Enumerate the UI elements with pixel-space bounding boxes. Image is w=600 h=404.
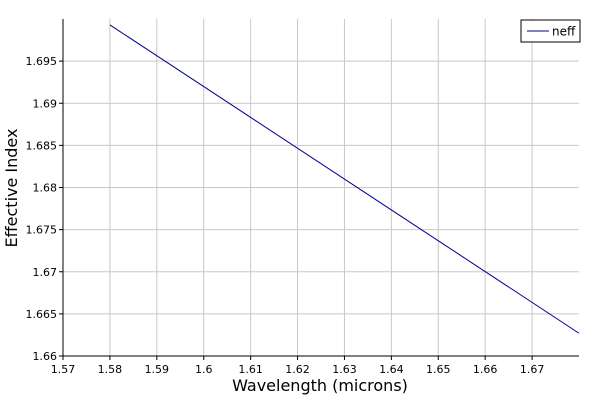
x-tick-label: 1.67	[520, 363, 545, 376]
y-tick-labels: 1.66 1.665 1.67 1.675 1.68 1.685 1.69 1.695	[26, 55, 58, 363]
x-tick-label: 1.65	[426, 363, 451, 376]
x-tick-label: 1.64	[379, 363, 404, 376]
legend-box	[520, 19, 581, 43]
y-tick-label: 1.675	[26, 224, 58, 237]
x-tick-label: 1.61	[238, 363, 263, 376]
series-lines	[109, 24, 580, 334]
y-tick-label: 1.685	[26, 139, 58, 152]
x-axis-label: Wavelength (microns)	[232, 376, 408, 395]
x-tick-label: 1.62	[285, 363, 310, 376]
legend: neff	[520, 19, 581, 43]
x-tick-label: 1.57	[51, 363, 76, 376]
grid	[63, 19, 579, 356]
series-line-neff	[109, 24, 580, 334]
x-tick-label: 1.58	[98, 363, 123, 376]
y-tick-label: 1.68	[33, 182, 58, 195]
y-tick-label: 1.695	[26, 55, 58, 68]
x-tick-labels: 1.57 1.58 1.59 1.6 1.61 1.62 1.63 1.64 1.65 1.66 1…	[51, 363, 545, 376]
y-tick-label: 1.665	[26, 308, 58, 321]
y-tick-label: 1.69	[33, 97, 58, 110]
legend-label-neff: neff	[552, 25, 576, 39]
x-tick-label: 1.6	[195, 363, 213, 376]
x-tick-label: 1.59	[145, 363, 170, 376]
y-tick-label: 1.67	[33, 266, 58, 279]
y-axis-label: Effective Index	[2, 129, 21, 248]
x-tick-label: 1.63	[332, 363, 357, 376]
y-tick-label: 1.66	[33, 350, 58, 363]
x-tick-label: 1.66	[473, 363, 498, 376]
axes	[59, 19, 579, 360]
